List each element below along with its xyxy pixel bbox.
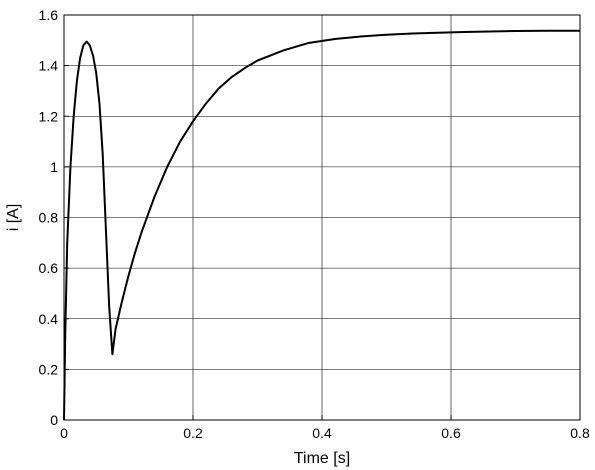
tick-labels: 0 0.2 0.4 0.6 0.8 0 0.2 0.4 0.6 0.8 1 1.2 1.4 1.6	[39, 7, 590, 441]
series-line-current	[63, 29, 580, 421]
y-tick-label: 0	[50, 412, 58, 428]
y-axis-label: i [A]	[5, 204, 22, 232]
y-tick-label: 0.4	[39, 311, 59, 327]
x-tick-label: 0	[60, 425, 68, 441]
y-tick-label: 1.4	[39, 58, 59, 74]
x-tick-label: 0.4	[312, 425, 332, 441]
x-tick-label: 0.6	[441, 425, 461, 441]
y-tick-label: 0.6	[39, 260, 59, 276]
x-tick-label: 0.8	[570, 425, 590, 441]
y-tick-label: 0.2	[39, 361, 59, 377]
y-tick-label: 1	[50, 159, 58, 175]
y-tick-label: 1.6	[39, 7, 59, 23]
y-tick-label: 0.8	[39, 210, 59, 226]
x-tick-label: 0.2	[183, 425, 203, 441]
x-axis-label: Time [s]	[294, 450, 350, 467]
y-tick-label: 1.2	[39, 108, 59, 124]
grid	[63, 14, 581, 421]
